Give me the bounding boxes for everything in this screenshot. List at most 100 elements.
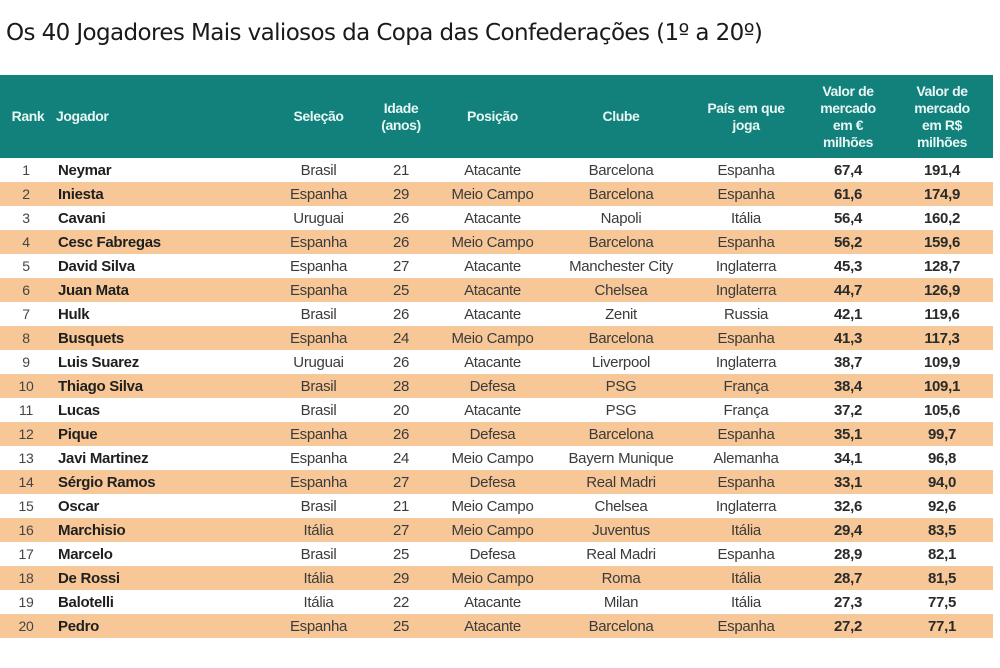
cell-posicao: Meio Campo <box>451 185 534 203</box>
cell-clube: Zenit <box>605 305 637 323</box>
cell-posicao: Atacante <box>464 617 521 635</box>
cell-rank: 10 <box>18 378 34 394</box>
cell-valor-eur: 41,3 <box>834 329 862 347</box>
cell-valor-brl: 174,9 <box>923 185 961 203</box>
cell-valor-brl: 119,6 <box>924 305 960 323</box>
cell-rank: 20 <box>18 618 34 634</box>
cell-rank: 19 <box>18 594 34 610</box>
cell-pais: Itália <box>731 593 761 611</box>
cell-clube: Barcelona <box>588 161 654 179</box>
cell-clube: Chelsea <box>594 281 648 299</box>
table-row: 10 Thiago Silva Brasil 28 Defesa PSG França 38,… <box>0 374 993 398</box>
cell-rank: 4 <box>22 234 30 250</box>
cell-jogador: Juan Mata <box>58 281 129 299</box>
cell-valor-brl: 128,7 <box>923 257 961 275</box>
cell-pais: Itália <box>731 521 761 539</box>
cell-valor-eur: 38,4 <box>834 377 862 395</box>
cell-pais: Espanha <box>717 185 775 203</box>
cell-jogador: Pedro <box>58 617 100 635</box>
cell-jogador: Sérgio Ramos <box>58 473 156 491</box>
cell-valor-brl: 96,8 <box>928 449 956 467</box>
cell-valor-brl: 117,3 <box>924 329 960 347</box>
cell-valor-eur: 61,6 <box>834 185 862 203</box>
table-header: Rank Jogador Seleção Idade (anos) Posiçã… <box>0 75 993 158</box>
cell-jogador: Pique <box>58 425 98 443</box>
table-row: 3 Cavani Uruguai 26 Atacante Napoli Itália 56,4… <box>0 206 993 230</box>
cell-jogador: Cesc Fabregas <box>58 233 161 251</box>
header-idade-line2: (anos) <box>381 116 421 133</box>
cell-selecao: Espanha <box>289 233 348 251</box>
cell-jogador: Iniesta <box>58 185 104 203</box>
cell-valor-eur: 56,2 <box>834 233 862 251</box>
table-row: 17 Marcelo Brasil 25 Defesa Real Madri Espanha… <box>0 542 993 566</box>
cell-pais: Inglaterra <box>715 353 777 371</box>
header-valor-brl: Valor de mercado em R$ milhões <box>891 83 993 151</box>
cell-rank: 16 <box>18 522 34 538</box>
cell-idade: 25 <box>392 281 410 299</box>
header-pais: País em que joga <box>687 100 805 134</box>
cell-jogador: David Silva <box>58 257 135 275</box>
cell-posicao: Meio Campo <box>451 569 534 587</box>
table-row: 7 Hulk Brasil 26 Atacante Zenit Russia 42,1 119,… <box>0 302 993 326</box>
cell-posicao: Atacante <box>464 305 521 323</box>
cell-clube: Barcelona <box>588 329 654 347</box>
cell-jogador: Busquets <box>58 329 124 347</box>
cell-clube: Bayern Munique <box>568 449 674 467</box>
cell-valor-brl: 81,5 <box>928 569 956 587</box>
header-idade: Idade (anos) <box>372 100 430 134</box>
cell-rank: 18 <box>18 570 34 586</box>
cell-valor-brl: 105,6 <box>923 401 961 419</box>
table-body: 1 Neymar Brasil 21 Atacante Barcelona Espanha 6… <box>0 158 993 638</box>
cell-idade: 24 <box>392 329 410 347</box>
cell-idade: 21 <box>392 497 410 515</box>
cell-selecao: Uruguai <box>293 353 344 371</box>
cell-selecao: Brasil <box>300 161 337 179</box>
cell-pais: Inglaterra <box>715 281 777 299</box>
cell-valor-eur: 56,4 <box>834 209 862 227</box>
header-pais-line2: joga <box>732 116 760 133</box>
cell-posicao: Meio Campo <box>451 497 534 515</box>
cell-idade: 27 <box>392 257 410 275</box>
cell-selecao: Brasil <box>300 401 337 419</box>
cell-jogador: Hulk <box>58 305 90 323</box>
cell-selecao: Espanha <box>289 257 348 275</box>
cell-jogador: Balotelli <box>58 593 114 611</box>
cell-posicao: Atacante <box>464 401 521 419</box>
cell-rank: 11 <box>19 402 33 418</box>
header-idade-line1: Idade <box>383 99 419 116</box>
cell-rank: 7 <box>22 306 30 322</box>
cell-selecao: Espanha <box>289 425 348 443</box>
table-row: 18 De Rossi Itália 29 Meio Campo Roma Itália 28… <box>0 566 993 590</box>
cell-rank: 17 <box>18 546 34 562</box>
cell-clube: Manchester City <box>569 257 673 275</box>
cell-valor-brl: 77,1 <box>928 617 956 635</box>
cell-selecao: Brasil <box>300 497 337 515</box>
header-selecao: Seleção <box>293 108 344 124</box>
cell-clube: Barcelona <box>588 617 654 635</box>
cell-rank: 14 <box>18 474 34 490</box>
cell-rank: 8 <box>22 330 30 346</box>
cell-selecao: Itália <box>303 521 334 539</box>
cell-jogador: Oscar <box>58 497 100 515</box>
cell-clube: Barcelona <box>588 425 654 443</box>
cell-clube: Real Madri <box>586 545 656 563</box>
cell-idade: 26 <box>392 305 410 323</box>
cell-valor-eur: 27,2 <box>834 617 862 635</box>
cell-jogador: Luis Suarez <box>58 353 139 371</box>
cell-clube: Roma <box>601 569 641 587</box>
cell-valor-brl: 82,1 <box>928 545 956 563</box>
table-row: 9 Luis Suarez Uruguai 26 Atacante Liverpool In… <box>0 350 993 374</box>
cell-posicao: Defesa <box>469 425 516 443</box>
cell-valor-eur: 27,3 <box>834 593 862 611</box>
cell-idade: 21 <box>392 161 410 179</box>
cell-valor-eur: 42,1 <box>834 305 862 323</box>
table-row: 19 Balotelli Itália 22 Atacante Milan Itália 27… <box>0 590 993 614</box>
header-brl-line2: mercado <box>914 99 970 116</box>
header-eur-line1: Valor de <box>822 82 874 99</box>
table-row: 2 Iniesta Espanha 29 Meio Campo Barcelona Espa… <box>0 182 993 206</box>
cell-idade: 26 <box>392 425 410 443</box>
header-brl-line4: milhões <box>916 133 968 150</box>
cell-posicao: Atacante <box>464 209 521 227</box>
cell-rank: 6 <box>22 282 30 298</box>
header-brl-line3: em R$ <box>921 116 963 133</box>
